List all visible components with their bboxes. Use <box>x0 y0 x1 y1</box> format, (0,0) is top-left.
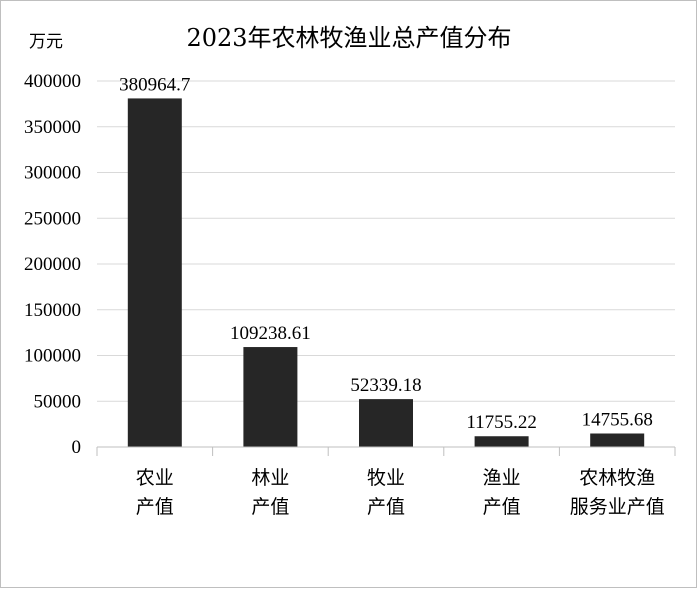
x-tick-label: 渔业 <box>483 467 521 489</box>
y-tick-label: 150000 <box>24 300 81 321</box>
x-tick-label: 牧业 <box>367 467 405 489</box>
x-tick-label: 产值 <box>367 496 405 518</box>
bar <box>590 433 645 447</box>
x-tick-label: 产值 <box>251 496 289 518</box>
bars <box>127 98 645 447</box>
data-label: 52339.18 <box>350 375 421 396</box>
bar <box>474 436 529 447</box>
data-label: 380964.7 <box>119 74 190 95</box>
x-tick-label: 农林牧渔 <box>579 467 655 489</box>
y-tick-label: 50000 <box>34 391 82 412</box>
y-axis-ticks: 0 50000 100000 150000 200000 250000 300000 3500… <box>24 71 81 458</box>
gridlines <box>97 80 675 402</box>
data-label: 109238.61 <box>230 323 311 344</box>
y-tick-label: 200000 <box>24 254 81 275</box>
bar <box>359 399 413 447</box>
y-tick-label: 400000 <box>24 71 81 92</box>
y-axis-unit-label: 万元 <box>29 32 63 52</box>
y-tick-label: 100000 <box>24 346 81 367</box>
y-tick-label: 0 <box>72 437 82 458</box>
x-tick-label: 产值 <box>136 496 174 518</box>
x-tick-label: 农业 <box>136 467 174 489</box>
bar <box>243 347 298 447</box>
y-tick-label: 300000 <box>24 163 81 184</box>
x-tick-label: 林业 <box>251 467 289 489</box>
data-label: 11755.22 <box>466 412 537 433</box>
y-tick-label: 250000 <box>24 208 81 229</box>
data-label: 14755.68 <box>582 409 653 430</box>
chart-title: 2023年农林牧渔业总产值分布 <box>186 24 511 52</box>
x-tick-label: 产值 <box>483 496 521 518</box>
bar <box>127 98 182 447</box>
x-tick-label: 服务业产值 <box>570 496 665 518</box>
data-labels: 380964.7 109238.61 52339.18 11755.22 14755.6… <box>119 74 653 433</box>
x-axis <box>96 446 676 456</box>
y-tick-label: 350000 <box>24 117 81 138</box>
